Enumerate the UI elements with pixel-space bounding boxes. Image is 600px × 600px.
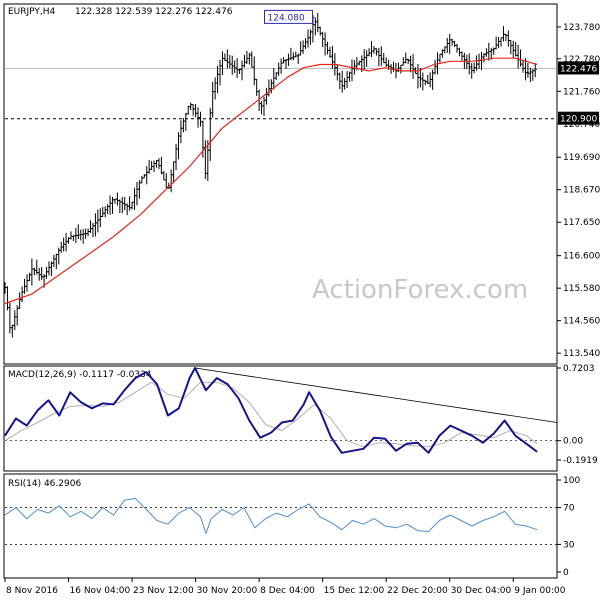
- peak-tag-label: 124.080: [268, 13, 305, 23]
- price-tick-label: 121.760: [563, 87, 600, 97]
- macd-label: MACD(12,26,9) -0.1117 -0.0334: [8, 370, 152, 380]
- current-price-tag: 122.476: [560, 64, 597, 74]
- rsi-tick-label: 0: [563, 568, 569, 578]
- rsi-tick-label: 70: [563, 504, 575, 514]
- chart-symbol: EURJPY,H4: [8, 7, 56, 17]
- price-tick-label: 120.740: [563, 120, 600, 130]
- chart-ohlc: 122.328 122.539 122.276 122.476: [75, 7, 233, 17]
- peak-tag-box: [264, 9, 314, 24]
- price-tick-label: 113.540: [563, 349, 600, 359]
- price-panel-frame: [3, 3, 558, 365]
- x-tick-label: 8 Nov 2016: [6, 586, 58, 596]
- macd-tick-label: -0.1919: [563, 456, 598, 466]
- price-tick-label: 119.690: [563, 153, 600, 163]
- rsi-tick-label: 30: [563, 540, 575, 550]
- price-tick-label: 118.670: [563, 186, 600, 196]
- price-tick-label: 123.780: [563, 23, 600, 33]
- x-tick-label: 22 Dec 20:00: [387, 586, 448, 596]
- x-tick-label: 9 Jan 00:00: [514, 586, 566, 596]
- macd-signal-line: [4, 381, 538, 448]
- x-tick-label: 30 Dec 04:00: [451, 586, 512, 596]
- macd-line: [4, 367, 538, 454]
- x-tick-label: 8 Dec 04:00: [260, 586, 315, 596]
- current-price-tag-bg: [558, 61, 599, 75]
- macd-tick-label: 0.7203: [563, 364, 595, 374]
- watermark: ActionForex.com: [312, 275, 528, 305]
- price-tick-label: 115.580: [563, 284, 600, 294]
- price-tick-label: 114.560: [563, 317, 600, 327]
- rsi-panel-frame: [3, 473, 558, 579]
- x-tick-label: 16 Nov 04:00: [70, 586, 131, 596]
- support-price-tag-bg: [558, 111, 599, 125]
- rsi-tick-label: 100: [563, 476, 580, 486]
- x-tick-label: 23 Nov 12:00: [133, 586, 194, 596]
- price-tick-label: 116.600: [563, 252, 600, 262]
- macd-tick-label: 0.00: [563, 437, 583, 447]
- x-tick-label: 30 Nov 20:00: [197, 586, 258, 596]
- rsi-label: RSI(14) 46.2906: [8, 479, 81, 489]
- price-tick-label: 122.780: [563, 55, 600, 65]
- macd-panel-frame: [3, 365, 558, 472]
- rsi-line: [4, 497, 538, 534]
- support-price-tag: 120.900: [560, 115, 597, 125]
- moving-average-line: [4, 57, 538, 305]
- price-tick-label: 117.650: [563, 218, 600, 228]
- macd-trendline: [194, 367, 558, 423]
- x-tick-label: 15 Dec 12:00: [324, 586, 385, 596]
